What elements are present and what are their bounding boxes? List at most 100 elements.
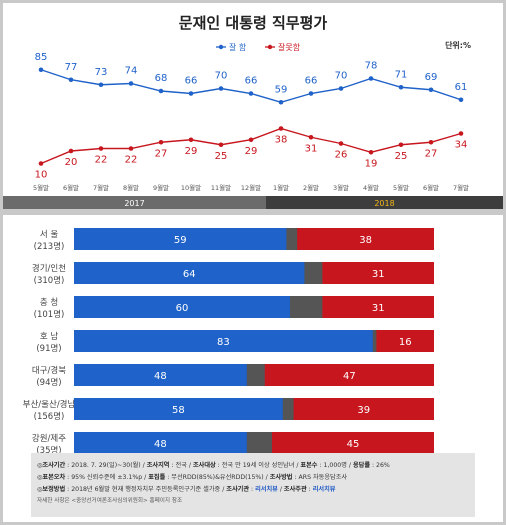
bar-positive-7 [74,432,247,454]
data-label-s1-4: 74 [125,66,138,77]
footnote-l3-key-1: ◎보정방법 [37,486,66,493]
data-point-s1-10 [308,91,314,96]
data-label-s2-4: 22 [125,155,138,166]
footnote-l2-value-1: : 95% 신뢰수준에 ±3.1%p / [65,474,149,481]
data-point-s1-2 [68,77,74,83]
regional-bar-chart: 서 울(213명) 59 38 경기/인천(310명) 64 31 충 청(101명) 60 3… [23,228,434,455]
footnote-l1-key-5: 응답률 [352,462,371,469]
x-tick-label-4: 8월말 [123,183,139,192]
data-point-s1-14 [428,87,434,93]
data-point-s2-9 [278,126,284,131]
data-label-s1-5: 68 [155,73,168,84]
data-point-s1-5 [158,88,164,94]
category-name-1: 서 울 [40,230,59,240]
footnote-l3-value-6: 리서치뷰 [312,486,336,493]
bar-negative-6 [293,398,434,420]
data-label-s2-3: 22 [95,155,108,166]
legend-label-1: 잘 함 [229,43,247,52]
data-point-s2-7 [218,142,224,148]
data-point-s1-1 [38,67,44,73]
data-point-s2-11 [338,141,344,146]
footnote-l3-key-5: 조사주관 [283,486,307,493]
data-point-s1-4 [128,81,134,86]
footnote-line-4: 자세한 사항은 <중앙선거여론조사심의위원회> 홈페이지 참조 [37,498,183,504]
data-label-s2-9: 38 [275,135,288,146]
x-tick-label-9: 1월말 [273,183,289,192]
footnote-l1-key-2: 조사지역 [146,462,170,469]
data-label-s2-13: 25 [395,151,408,162]
legend-marker-2 [267,44,273,50]
year-band-1 [3,196,266,209]
category-count-5: (94명) [36,377,61,388]
data-label-s2-2: 20 [65,157,78,168]
category-count-1: (213명) [34,241,65,252]
data-label-s1-7: 70 [215,71,228,82]
data-label-s1-11: 70 [335,71,348,82]
footnote-l1-key-3: 조사대상 [192,462,216,469]
bar-positive-1 [74,228,287,250]
data-point-s2-5 [158,139,164,145]
data-label-s1-13: 71 [395,69,408,80]
x-tick-label-2: 6월말 [63,183,79,192]
data-point-s2-8 [248,137,254,143]
category-name-7: 강원/제주 [32,433,66,444]
x-tick-label-15: 7월말 [453,183,469,192]
data-point-s2-6 [188,137,194,143]
data-label-s1-9: 59 [275,84,288,95]
bar-positive-2 [74,262,305,284]
bar-positive-5 [74,364,247,386]
footnote-l2-key-3: 조사방법 [269,474,293,481]
footnote-l1-key-4: 표본수 [300,462,318,469]
data-point-s2-4 [128,146,134,151]
x-tick-label-11: 3월말 [333,183,349,192]
data-point-s2-12 [368,149,374,155]
footnote-l3-key-2: 조사기관 [226,486,250,493]
data-label-s2-1: 10 [35,170,48,181]
x-tick-label-1: 5월말 [33,183,49,192]
bar-negative-2 [322,262,434,284]
footnote-l3-value-5: : [306,486,313,493]
data-label-s1-14: 69 [425,72,438,83]
data-point-s1-13 [398,84,404,90]
bar-negative-label-7: 45 [347,439,360,450]
bar-negative-1 [297,228,434,250]
category-name-6: 부산/울산/경남 [23,399,76,410]
category-name-5: 대구/경북 [32,365,66,376]
data-label-s2-14: 27 [425,148,438,159]
x-tick-label-8: 12월말 [241,183,261,192]
footnote-line-1: ◎조사기간 : 2018. 7. 29(일)~30(월) / 조사지역 : 전국… [37,460,390,469]
x-tick-label-14: 6월말 [423,183,439,192]
footnote-l3-value-1: : 2018년 6월말 현재 행정자치부 주민등록인구기준 셀가중 / [65,486,227,493]
data-point-s2-3 [98,146,104,151]
survey-footnote: ◎조사기간 : 2018. 7. 29(일)~30(월) / 조사지역 : 전국… [3,453,503,519]
unit-label: 단위:% [445,40,471,50]
data-point-s2-13 [398,142,404,148]
footnote-l1-value-3: : 전국 만 19세 이상 성인남녀 / [215,462,301,469]
bar-negative-3 [322,296,434,318]
data-label-s1-6: 66 [185,76,198,87]
bar-positive-label-6: 58 [172,405,185,416]
x-tick-label-3: 7월말 [93,183,109,192]
bar-positive-label-2: 64 [183,269,196,280]
bar-positive-label-7: 48 [154,439,167,450]
data-point-s1-9 [278,99,284,105]
legend-marker-1 [218,44,224,50]
footnote-l1-value-2: : 전국 / [169,462,193,469]
year-label-2: 2018 [374,199,394,208]
data-point-s1-7 [218,86,224,91]
bar-positive-label-3: 60 [176,303,189,314]
bar-positive-label-5: 48 [154,371,167,382]
data-label-s1-8: 66 [245,76,258,87]
footnote-l1-value-5: : 26% [370,462,390,469]
footnote-l1-key-1: ◎조사기간 [37,462,66,469]
category-count-2: (310명) [34,275,65,286]
bar-negative-label-5: 47 [343,371,356,382]
footnote-l1-value-4: : 1,000명 / [317,462,353,469]
bar-positive-3 [74,296,290,318]
legend-label-2: 잘못함 [278,43,301,52]
x-tick-label-12: 4월말 [363,183,379,192]
year-label-1: 2017 [124,199,144,208]
bar-negative-label-3: 31 [372,303,385,314]
data-point-s2-14 [428,139,434,145]
footnote-background [31,453,475,517]
